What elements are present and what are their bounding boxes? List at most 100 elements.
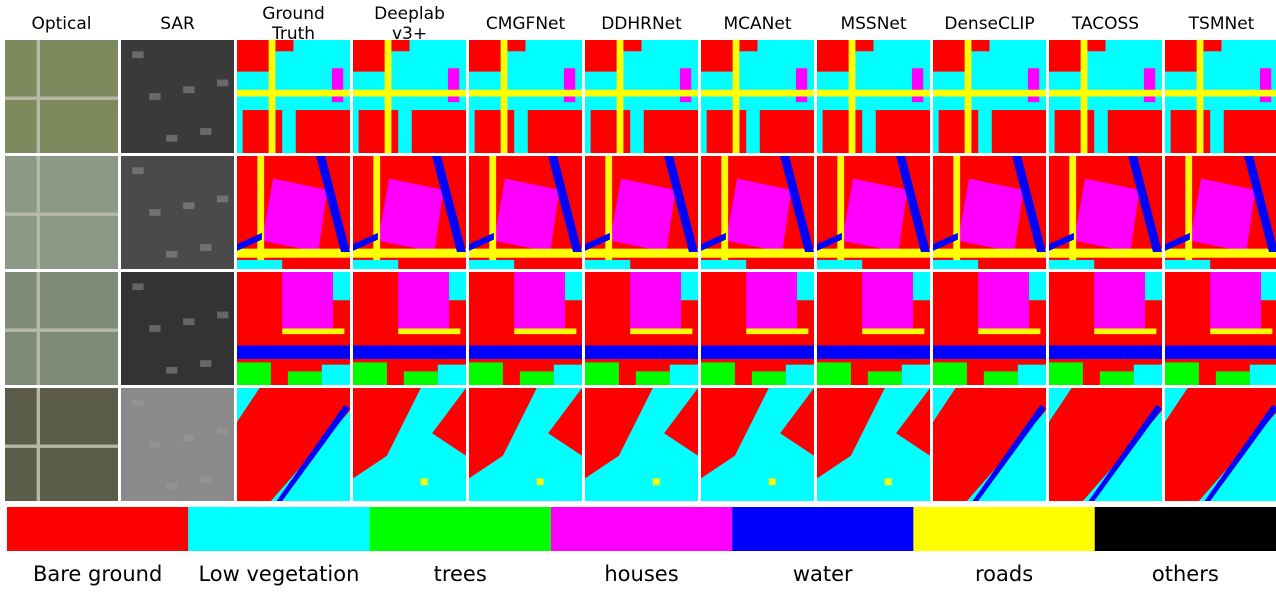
segment [514,272,565,329]
legend-label: houses [604,562,678,586]
sar-speckle [200,128,211,135]
segment [617,40,624,153]
sar-speckle [132,399,143,406]
result-image [701,388,814,501]
segment [237,40,271,72]
segment [817,362,851,385]
optical-road [37,156,40,269]
column-header: DDHRNet [601,14,682,34]
segment [726,179,792,252]
segment [469,249,582,258]
segment [636,371,670,385]
segment [1028,68,1039,102]
segment [421,478,428,485]
result-image [5,156,118,269]
segment [817,249,930,258]
segment [1165,249,1276,258]
segment [746,329,808,335]
result-image [933,156,1046,269]
segment [933,40,967,72]
result-image [817,272,930,385]
result-image [353,272,466,385]
segment [862,272,913,329]
segment [701,362,735,385]
optical-road [5,445,118,448]
result-image [585,388,698,501]
segment [701,90,814,97]
result-image [1165,272,1276,385]
segment [933,345,1046,359]
segment [1029,272,1046,300]
segment [746,110,760,153]
segment [786,365,814,385]
sar-speckle [132,51,143,58]
segment [1049,249,1162,258]
segment [469,40,503,72]
segment [1049,362,1083,385]
segment [520,371,554,385]
result-image [1049,40,1162,153]
result-image [121,156,234,269]
segment [378,179,444,252]
segment [1049,40,1083,72]
result-image [817,156,930,269]
result-image [1165,156,1276,269]
segment [933,249,1046,258]
segment [965,40,972,153]
column-header: MCANet [723,14,791,34]
segment [385,40,392,153]
segment [1210,110,1224,153]
segment [1260,68,1271,102]
segment [282,329,344,335]
segment [585,40,619,72]
segment [978,329,1040,335]
segment [630,272,681,329]
segment [288,371,322,385]
legend-swatch [732,507,913,551]
segment [237,345,350,359]
result-image [237,272,350,385]
result-image [1049,272,1162,385]
segment [797,272,814,300]
legend-swatch [913,507,1094,551]
segment [469,345,582,359]
segment [701,260,746,269]
segment [353,249,466,258]
result-image [5,40,118,153]
segment [1165,260,1210,269]
sar-speckle [200,360,211,367]
sar-speckle [132,283,143,290]
segment [537,478,544,485]
segment [752,371,786,385]
segment [817,345,930,359]
result-image [121,272,234,385]
result-image [353,388,466,501]
result-image [469,388,582,501]
result-image [585,272,698,385]
segment [978,272,1029,329]
result-image [469,272,582,385]
segment [469,362,503,385]
segment [404,371,438,385]
segment [862,110,876,153]
legend-label: trees [434,562,487,586]
segment [933,260,978,269]
result-image [585,156,698,269]
segment [1216,371,1250,385]
segment [359,110,466,153]
segment [796,68,807,102]
column-header: Ground [262,4,325,24]
sar-speckle [200,244,211,251]
sar-speckle [183,202,194,209]
segment [262,179,328,252]
segment [1165,362,1199,385]
column-header: MSSNet [840,14,906,34]
sar-speckle [183,86,194,93]
result-image [237,156,350,269]
column-header: TACOSS [1071,14,1139,34]
segment [1210,329,1272,335]
segment [1074,179,1140,252]
sar-speckle [217,312,228,319]
segment [978,110,992,153]
result-image [933,272,1046,385]
